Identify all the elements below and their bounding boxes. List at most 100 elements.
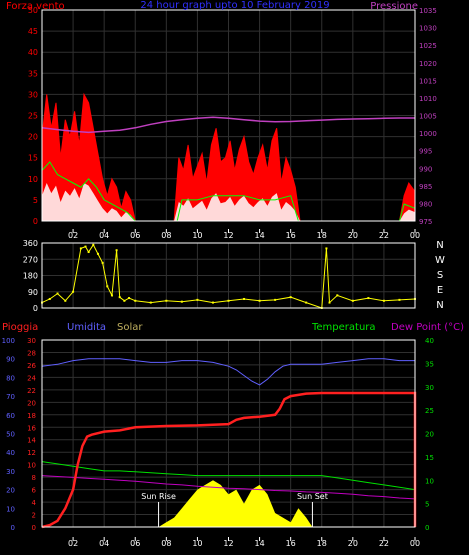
p3-humidity-tick-label: 90 xyxy=(6,356,15,364)
p3-rain-tick-label: 20 xyxy=(27,399,36,407)
p3-hour-label: 06 xyxy=(130,539,140,548)
p1-right-tick-label: 1010 xyxy=(419,95,437,103)
p2-tick-label: 180 xyxy=(23,272,38,281)
p3-rain-tick-label: 8 xyxy=(32,474,36,482)
p3-temp-tick-label: 30 xyxy=(425,384,434,392)
p3-hour-label: 10 xyxy=(192,539,202,548)
p3-hour-label: 22 xyxy=(379,539,389,548)
p1-left-tick-label: 20 xyxy=(28,133,38,142)
p3-humidity-tick-label: 100 xyxy=(2,337,15,345)
p3-temp-tick-label: 20 xyxy=(425,431,434,439)
p1-frame xyxy=(41,9,416,222)
p3-temp-tick-label: 0 xyxy=(425,524,429,532)
temperature-line xyxy=(41,461,416,491)
p2-compass-label: N xyxy=(436,300,443,311)
p1-right-tick-label: 980 xyxy=(419,200,432,208)
p3-rain-tick-label: 4 xyxy=(32,499,37,507)
sunset-label: Sun Set xyxy=(297,492,328,501)
p1-left-tick-label: 35 xyxy=(28,69,38,78)
p3-humidity-tick-label: 30 xyxy=(6,468,15,476)
p1-hour-label: 10 xyxy=(192,231,202,240)
p1-right-tick-label: 1030 xyxy=(419,25,437,33)
p3-humidity-tick-label: 0 xyxy=(11,524,15,532)
p1-right-tick-label: 1015 xyxy=(419,77,437,85)
p3-rain-tick-label: 0 xyxy=(32,524,36,532)
p3-rain-tick-label: 12 xyxy=(27,449,36,457)
p2-tick-label: 360 xyxy=(23,239,38,248)
p3-rain-tick-label: 2 xyxy=(32,512,36,520)
p1-hour-label: 00 xyxy=(410,231,420,240)
p3-hour-label: 02 xyxy=(68,539,78,548)
p3-temp-tick-label: 10 xyxy=(425,477,434,485)
p2-compass-label: N xyxy=(436,240,443,251)
wind-gust-area xyxy=(42,183,415,221)
p1-right-tick-label: 1020 xyxy=(419,60,437,68)
p1-hour-label: 12 xyxy=(223,231,233,240)
p3-rain-tick-label: 16 xyxy=(27,424,36,432)
p3-temp-tick-label: 35 xyxy=(425,360,434,368)
p1-right-tick-label: 1035 xyxy=(419,7,437,15)
p3-humidity-tick-label: 50 xyxy=(6,431,15,439)
direction-line xyxy=(41,243,416,309)
p1-hour-label: 06 xyxy=(130,231,140,240)
dewpoint-line xyxy=(41,475,416,500)
p2-tick-label: 0 xyxy=(33,304,38,313)
p1-hour-label: 04 xyxy=(99,231,109,240)
p1-right-tick-label: 985 xyxy=(419,183,432,191)
p1-left-tick-label: 40 xyxy=(28,48,38,57)
p3-rain-tick-label: 28 xyxy=(27,349,36,357)
p3-rain-title: Pioggia xyxy=(2,322,38,333)
p2-compass-label: E xyxy=(437,285,443,296)
p1-hour-label: 14 xyxy=(254,231,264,240)
p3-hour-label: 08 xyxy=(161,539,171,548)
p2-tick-label: 90 xyxy=(28,288,38,297)
p3-humidity-tick-label: 10 xyxy=(6,505,15,513)
p1-right-tick-label: 1025 xyxy=(419,42,437,50)
p1-left-tick-label: 25 xyxy=(28,112,38,121)
p3-humidity-tick-label: 80 xyxy=(6,374,15,382)
p2-frame xyxy=(41,242,416,309)
p3-rain-tick-label: 26 xyxy=(27,362,36,370)
p3-hour-label: 00 xyxy=(410,539,420,548)
rain-line xyxy=(41,391,417,529)
p3-rain-tick-label: 30 xyxy=(27,337,36,345)
p3-hour-label: 04 xyxy=(99,539,109,548)
p3-humidity-tick-label: 40 xyxy=(6,449,15,457)
p1-right-title: Pressione xyxy=(370,1,418,12)
sunrise-label: Sun Rise xyxy=(141,492,176,501)
p1-hour-label: 02 xyxy=(68,231,78,240)
p3-humidity-tick-label: 70 xyxy=(6,393,15,401)
p3-temp-tick-label: 25 xyxy=(425,407,434,415)
p3-rain-tick-label: 6 xyxy=(32,487,37,495)
p3-hour-label: 16 xyxy=(286,539,296,548)
p3-solar-title: Solar xyxy=(117,322,143,333)
p3-hour-label: 12 xyxy=(223,539,233,548)
p1-right-tick-label: 990 xyxy=(419,165,432,173)
solar-area xyxy=(42,480,415,527)
p1-hour-label: 20 xyxy=(348,231,358,240)
p2-compass-label: S xyxy=(437,270,443,281)
p3-hour-label: 20 xyxy=(348,539,358,548)
p1-hour-label: 18 xyxy=(317,231,327,240)
p1-left-tick-label: 30 xyxy=(28,90,38,99)
p3-temp-tick-label: 40 xyxy=(425,337,434,345)
p3-rain-tick-label: 10 xyxy=(27,462,36,470)
humidity-line xyxy=(41,358,415,386)
p1-hour-label: 16 xyxy=(286,231,296,240)
p1-left-tick-label: 10 xyxy=(28,175,38,184)
p3-rain-tick-label: 22 xyxy=(27,387,36,395)
p1-right-tick-label: 975 xyxy=(419,218,432,226)
p3-hour-label: 18 xyxy=(317,539,327,548)
p1-left-tick-label: 50 xyxy=(28,6,38,15)
p1-left-title: Forza vento xyxy=(6,1,65,12)
p1-left-tick-label: 15 xyxy=(28,154,38,163)
p1-hour-label: 08 xyxy=(161,231,171,240)
p3-rain-tick-label: 24 xyxy=(27,374,36,382)
p3-hour-label: 14 xyxy=(254,539,264,548)
p1-right-tick-label: 1000 xyxy=(419,130,437,138)
p1-left-tick-label: 0 xyxy=(33,217,38,226)
p1-right-tick-label: 995 xyxy=(419,148,432,156)
p3-dewpoint-title: Dew Point (°C) xyxy=(391,322,464,333)
